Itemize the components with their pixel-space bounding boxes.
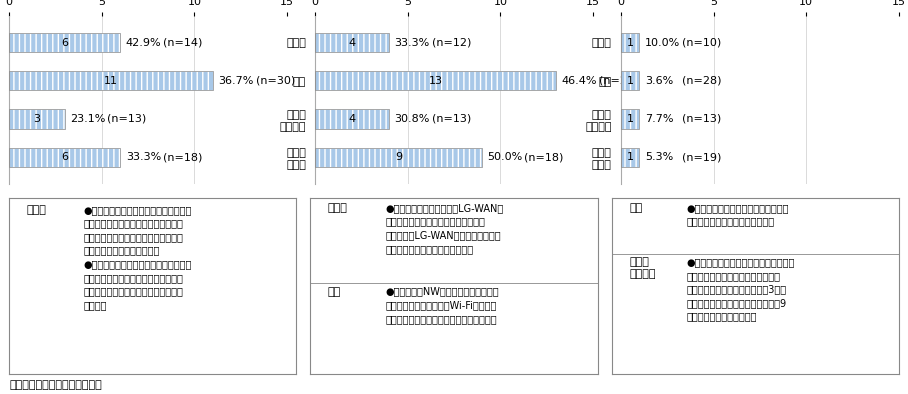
Bar [9,148,120,167]
Text: グラフの数値は回答数（実数）: グラフの数値は回答数（実数） [9,380,102,390]
Text: (n=30): (n=30) [256,76,295,86]
Bar [315,33,390,52]
Text: ●社内に置いていたサーバラックが倒
れ、ハードディスクが損壊した。: ●社内に置いていたサーバラックが倒 れ、ハードディスクが損壊した。 [686,203,789,227]
Text: ●クラウドネットワーク、LG-WANな
どのネットワーク回線は、ほぼすべて
寸断され、LG-WAN（県庁接続）は、
復旧までに１か月程度かかった。: ●クラウドネットワーク、LG-WANな どのネットワーク回線は、ほぼすべて 寸断… [385,203,503,254]
Text: (n=13): (n=13) [431,114,471,124]
Text: 4: 4 [349,37,356,48]
Text: (n=18): (n=18) [525,152,564,162]
Text: 13: 13 [429,76,442,86]
Text: (n=12): (n=12) [431,37,471,48]
Bar [9,148,120,167]
Text: 9: 9 [395,152,402,162]
Bar [621,110,639,128]
Text: 1: 1 [627,76,634,86]
Text: 3: 3 [34,114,40,124]
Bar [9,110,64,128]
Text: (n=28): (n=28) [682,76,722,86]
Bar [621,110,639,128]
Text: 6: 6 [61,152,68,162]
Bar [9,33,120,52]
Text: 30.8%: 30.8% [395,114,430,124]
Bar [315,110,390,128]
Bar [621,148,639,167]
Text: ●社内の有線NWで断線した箇所があっ
たため、断線した個所にWi-Fiルーター
を設置し、無線によるリカバリを行った。: ●社内の有線NWで断線した箇所があっ たため、断線した個所にWi-Fiルーター … [385,286,498,324]
Text: 10.0%: 10.0% [645,37,680,48]
Bar [315,71,556,90]
Bar [9,110,64,128]
Text: 企業: 企業 [328,286,340,297]
Text: 1: 1 [627,152,634,162]
Text: 42.9%: 42.9% [126,37,162,48]
Bar [621,33,639,52]
Text: 自治体: 自治体 [26,205,46,215]
Bar [9,71,213,90]
Text: 7.7%: 7.7% [645,114,674,124]
Bar [621,148,639,167]
Bar [621,71,639,90]
Text: ●バックアップ用サーバが損壊し、バッ
クアップがなかったことになり反省
している。本体が損壊したが、3段階
のバックアップを施していたため、9
割方データは復旧: ●バックアップ用サーバが損壊し、バッ クアップがなかったことになり反省 している… [686,257,794,322]
Bar [9,71,213,90]
Text: (n=28): (n=28) [598,76,638,86]
Text: (n=10): (n=10) [682,37,721,48]
Text: 4: 4 [349,114,356,124]
Text: 3.6%: 3.6% [645,76,673,86]
Text: 病院・
介護施設: 病院・ 介護施設 [629,257,656,279]
Bar [315,148,482,167]
Text: (n=13): (n=13) [682,114,721,124]
Text: 5.3%: 5.3% [645,152,673,162]
Text: ●本庁舎が被災し、全システムが利用で
きなくなった。一部のシステムは別の
庁舎に移設し、移設するまでは代替シ
ステム等は利用しなかった。
●ホストコンピュータは: ●本庁舎が被災し、全システムが利用で きなくなった。一部のシステムは別の 庁舎に… [84,205,192,310]
Text: (n=13): (n=13) [107,114,146,124]
Text: 33.3%: 33.3% [395,37,429,48]
Text: 1: 1 [627,37,634,48]
Text: 企業: 企業 [629,203,642,213]
Text: 23.1%: 23.1% [70,114,105,124]
Text: (n=18): (n=18) [163,152,202,162]
Text: 自治体: 自治体 [328,203,348,213]
Text: 6: 6 [61,37,68,48]
Text: (n=14): (n=14) [163,37,202,48]
Bar [315,148,482,167]
Text: 1: 1 [627,114,634,124]
Text: (n=19): (n=19) [682,152,721,162]
Bar [621,71,639,90]
Text: 33.3%: 33.3% [126,152,161,162]
Bar [315,110,390,128]
Text: 46.4%: 46.4% [561,76,597,86]
Text: 11: 11 [104,76,118,86]
Bar [315,33,390,52]
Bar [9,33,120,52]
Text: 36.7%: 36.7% [219,76,254,86]
Bar [315,71,556,90]
Bar [621,33,639,52]
Text: 50.0%: 50.0% [488,152,523,162]
